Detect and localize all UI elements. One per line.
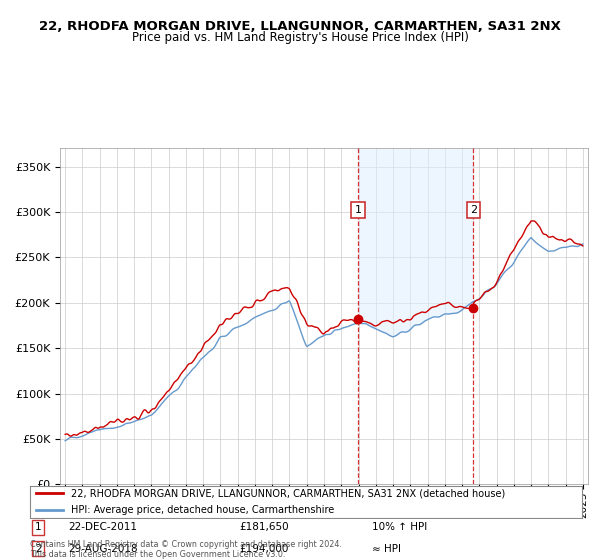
Text: 10% ↑ HPI: 10% ↑ HPI [372, 522, 427, 533]
Text: 29-AUG-2018: 29-AUG-2018 [68, 544, 138, 554]
Text: £181,650: £181,650 [240, 522, 289, 533]
Text: £194,000: £194,000 [240, 544, 289, 554]
Text: 1: 1 [35, 522, 41, 533]
Text: 22, RHODFA MORGAN DRIVE, LLANGUNNOR, CARMARTHEN, SA31 2NX: 22, RHODFA MORGAN DRIVE, LLANGUNNOR, CAR… [39, 20, 561, 32]
Text: Price paid vs. HM Land Registry's House Price Index (HPI): Price paid vs. HM Land Registry's House … [131, 31, 469, 44]
Text: 2: 2 [35, 544, 41, 554]
Text: 2: 2 [470, 205, 477, 215]
Text: Contains HM Land Registry data © Crown copyright and database right 2024.
This d: Contains HM Land Registry data © Crown c… [30, 540, 342, 559]
Text: ≈ HPI: ≈ HPI [372, 544, 401, 554]
Text: 22, RHODFA MORGAN DRIVE, LLANGUNNOR, CARMARTHEN, SA31 2NX (detached house): 22, RHODFA MORGAN DRIVE, LLANGUNNOR, CAR… [71, 488, 506, 498]
Text: HPI: Average price, detached house, Carmarthenshire: HPI: Average price, detached house, Carm… [71, 505, 335, 515]
Text: 22-DEC-2011: 22-DEC-2011 [68, 522, 137, 533]
Text: 1: 1 [355, 205, 361, 215]
